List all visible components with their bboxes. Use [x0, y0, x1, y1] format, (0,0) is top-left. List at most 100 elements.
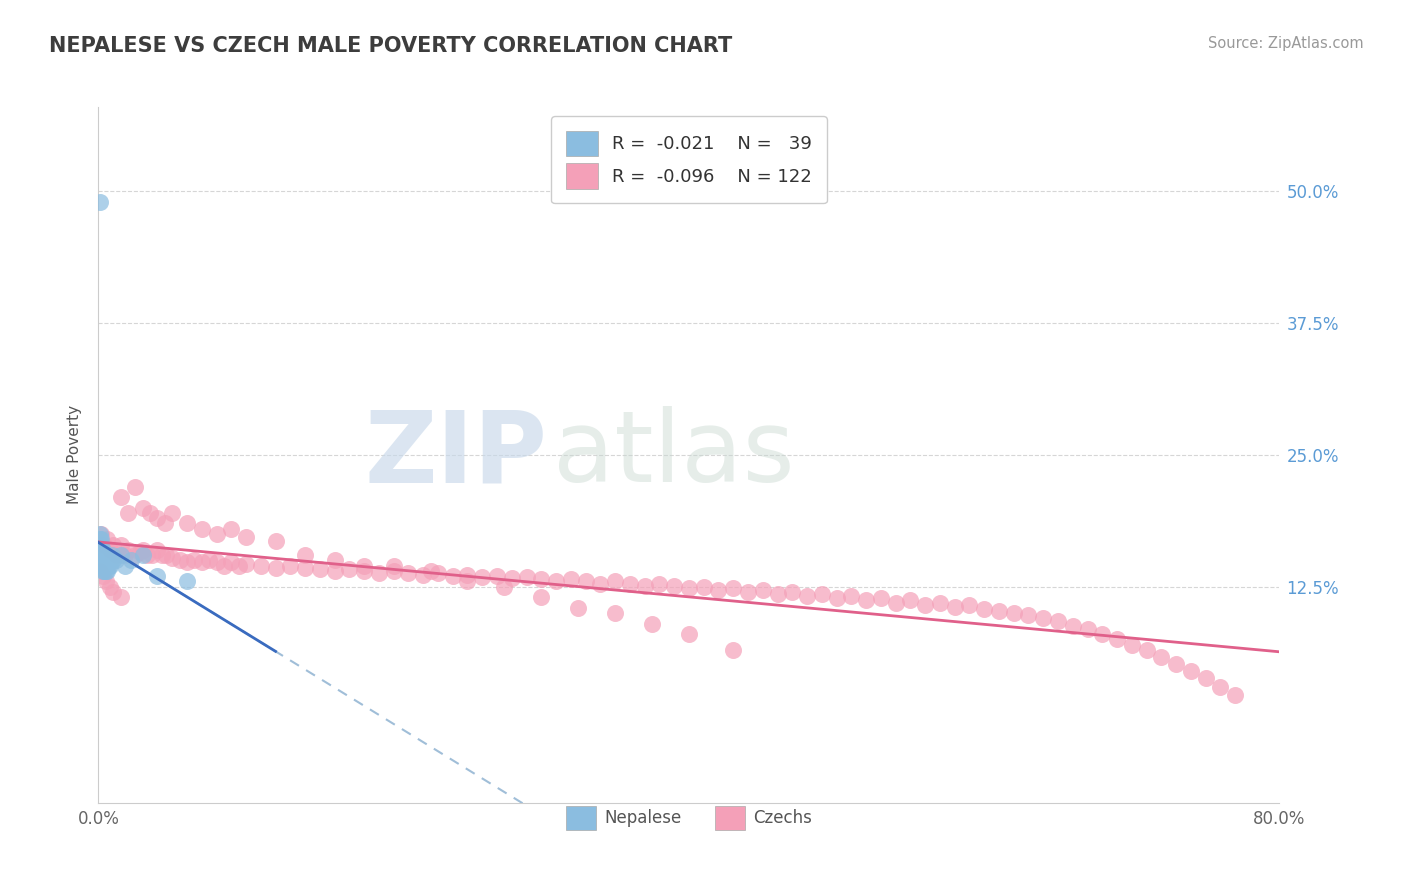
Point: [914, 598, 936, 612]
Point: [353, 564, 375, 578]
Point: [89, 542, 111, 557]
Point: [441, 569, 464, 583]
Point: [235, 557, 257, 571]
Point: [323, 553, 346, 567]
Point: [228, 558, 250, 573]
Point: [103, 585, 125, 599]
Point: [89, 548, 111, 562]
Point: [146, 511, 169, 525]
Point: [124, 548, 146, 562]
Point: [91, 558, 114, 573]
Point: [105, 553, 128, 567]
Point: [93, 558, 115, 573]
Point: [91, 548, 114, 562]
Point: [162, 506, 183, 520]
Point: [457, 574, 479, 589]
Point: [1180, 664, 1202, 678]
Point: [1225, 688, 1247, 702]
Point: [91, 564, 114, 578]
Point: [1150, 650, 1173, 665]
Text: NEPALESE VS CZECH MALE POVERTY CORRELATION CHART: NEPALESE VS CZECH MALE POVERTY CORRELATI…: [49, 36, 733, 55]
Point: [782, 585, 804, 599]
Point: [648, 576, 671, 591]
Text: atlas: atlas: [553, 407, 794, 503]
Point: [90, 537, 112, 551]
Point: [323, 564, 346, 578]
Point: [91, 569, 114, 583]
Point: [855, 593, 877, 607]
Point: [205, 556, 228, 570]
Point: [501, 571, 523, 585]
Point: [664, 579, 686, 593]
Point: [94, 553, 117, 567]
Point: [1032, 611, 1054, 625]
Point: [150, 548, 173, 562]
Point: [398, 566, 420, 580]
Point: [98, 542, 121, 557]
Point: [89, 533, 111, 547]
Point: [678, 581, 700, 595]
Point: [929, 595, 952, 609]
Point: [693, 580, 716, 594]
Point: [96, 564, 118, 578]
Point: [250, 558, 273, 573]
Point: [427, 566, 450, 580]
Point: [89, 564, 111, 578]
Point: [110, 548, 132, 562]
Point: [89, 537, 111, 551]
Point: [132, 542, 155, 557]
Point: [98, 580, 121, 594]
Point: [93, 548, 115, 562]
Text: Source: ZipAtlas.com: Source: ZipAtlas.com: [1208, 36, 1364, 51]
Point: [264, 560, 287, 574]
Point: [264, 534, 287, 549]
Point: [841, 589, 863, 603]
Point: [90, 553, 112, 567]
Point: [91, 542, 114, 557]
Point: [98, 558, 121, 573]
Point: [176, 574, 198, 589]
Point: [567, 600, 589, 615]
Point: [309, 562, 332, 576]
Point: [494, 580, 516, 594]
Legend: Nepalese, Czechs: Nepalese, Czechs: [560, 799, 818, 836]
Point: [124, 479, 146, 493]
Point: [737, 585, 759, 599]
Point: [205, 527, 228, 541]
Point: [114, 548, 136, 562]
Point: [471, 570, 494, 584]
Point: [110, 490, 132, 504]
Point: [1046, 615, 1070, 629]
Point: [221, 556, 243, 570]
Point: [96, 533, 118, 547]
Point: [94, 558, 117, 573]
Point: [382, 564, 405, 578]
Point: [516, 570, 538, 584]
Point: [90, 533, 112, 547]
Point: [619, 576, 641, 591]
Point: [634, 579, 657, 593]
Point: [89, 527, 111, 541]
Point: [530, 591, 553, 605]
Point: [176, 516, 198, 531]
Point: [1195, 672, 1218, 686]
Point: [183, 553, 205, 567]
Point: [97, 553, 120, 567]
Point: [103, 553, 125, 567]
Point: [884, 595, 907, 609]
Point: [117, 506, 139, 520]
Point: [141, 548, 163, 562]
Point: [546, 574, 568, 589]
Point: [353, 558, 375, 573]
Point: [176, 556, 198, 570]
Point: [419, 564, 441, 578]
Point: [339, 562, 361, 576]
Point: [89, 194, 111, 209]
Point: [1121, 638, 1143, 652]
Point: [117, 542, 139, 557]
Point: [707, 582, 730, 597]
Point: [368, 566, 391, 580]
Point: [605, 606, 627, 620]
Point: [103, 537, 125, 551]
Point: [1107, 632, 1129, 647]
